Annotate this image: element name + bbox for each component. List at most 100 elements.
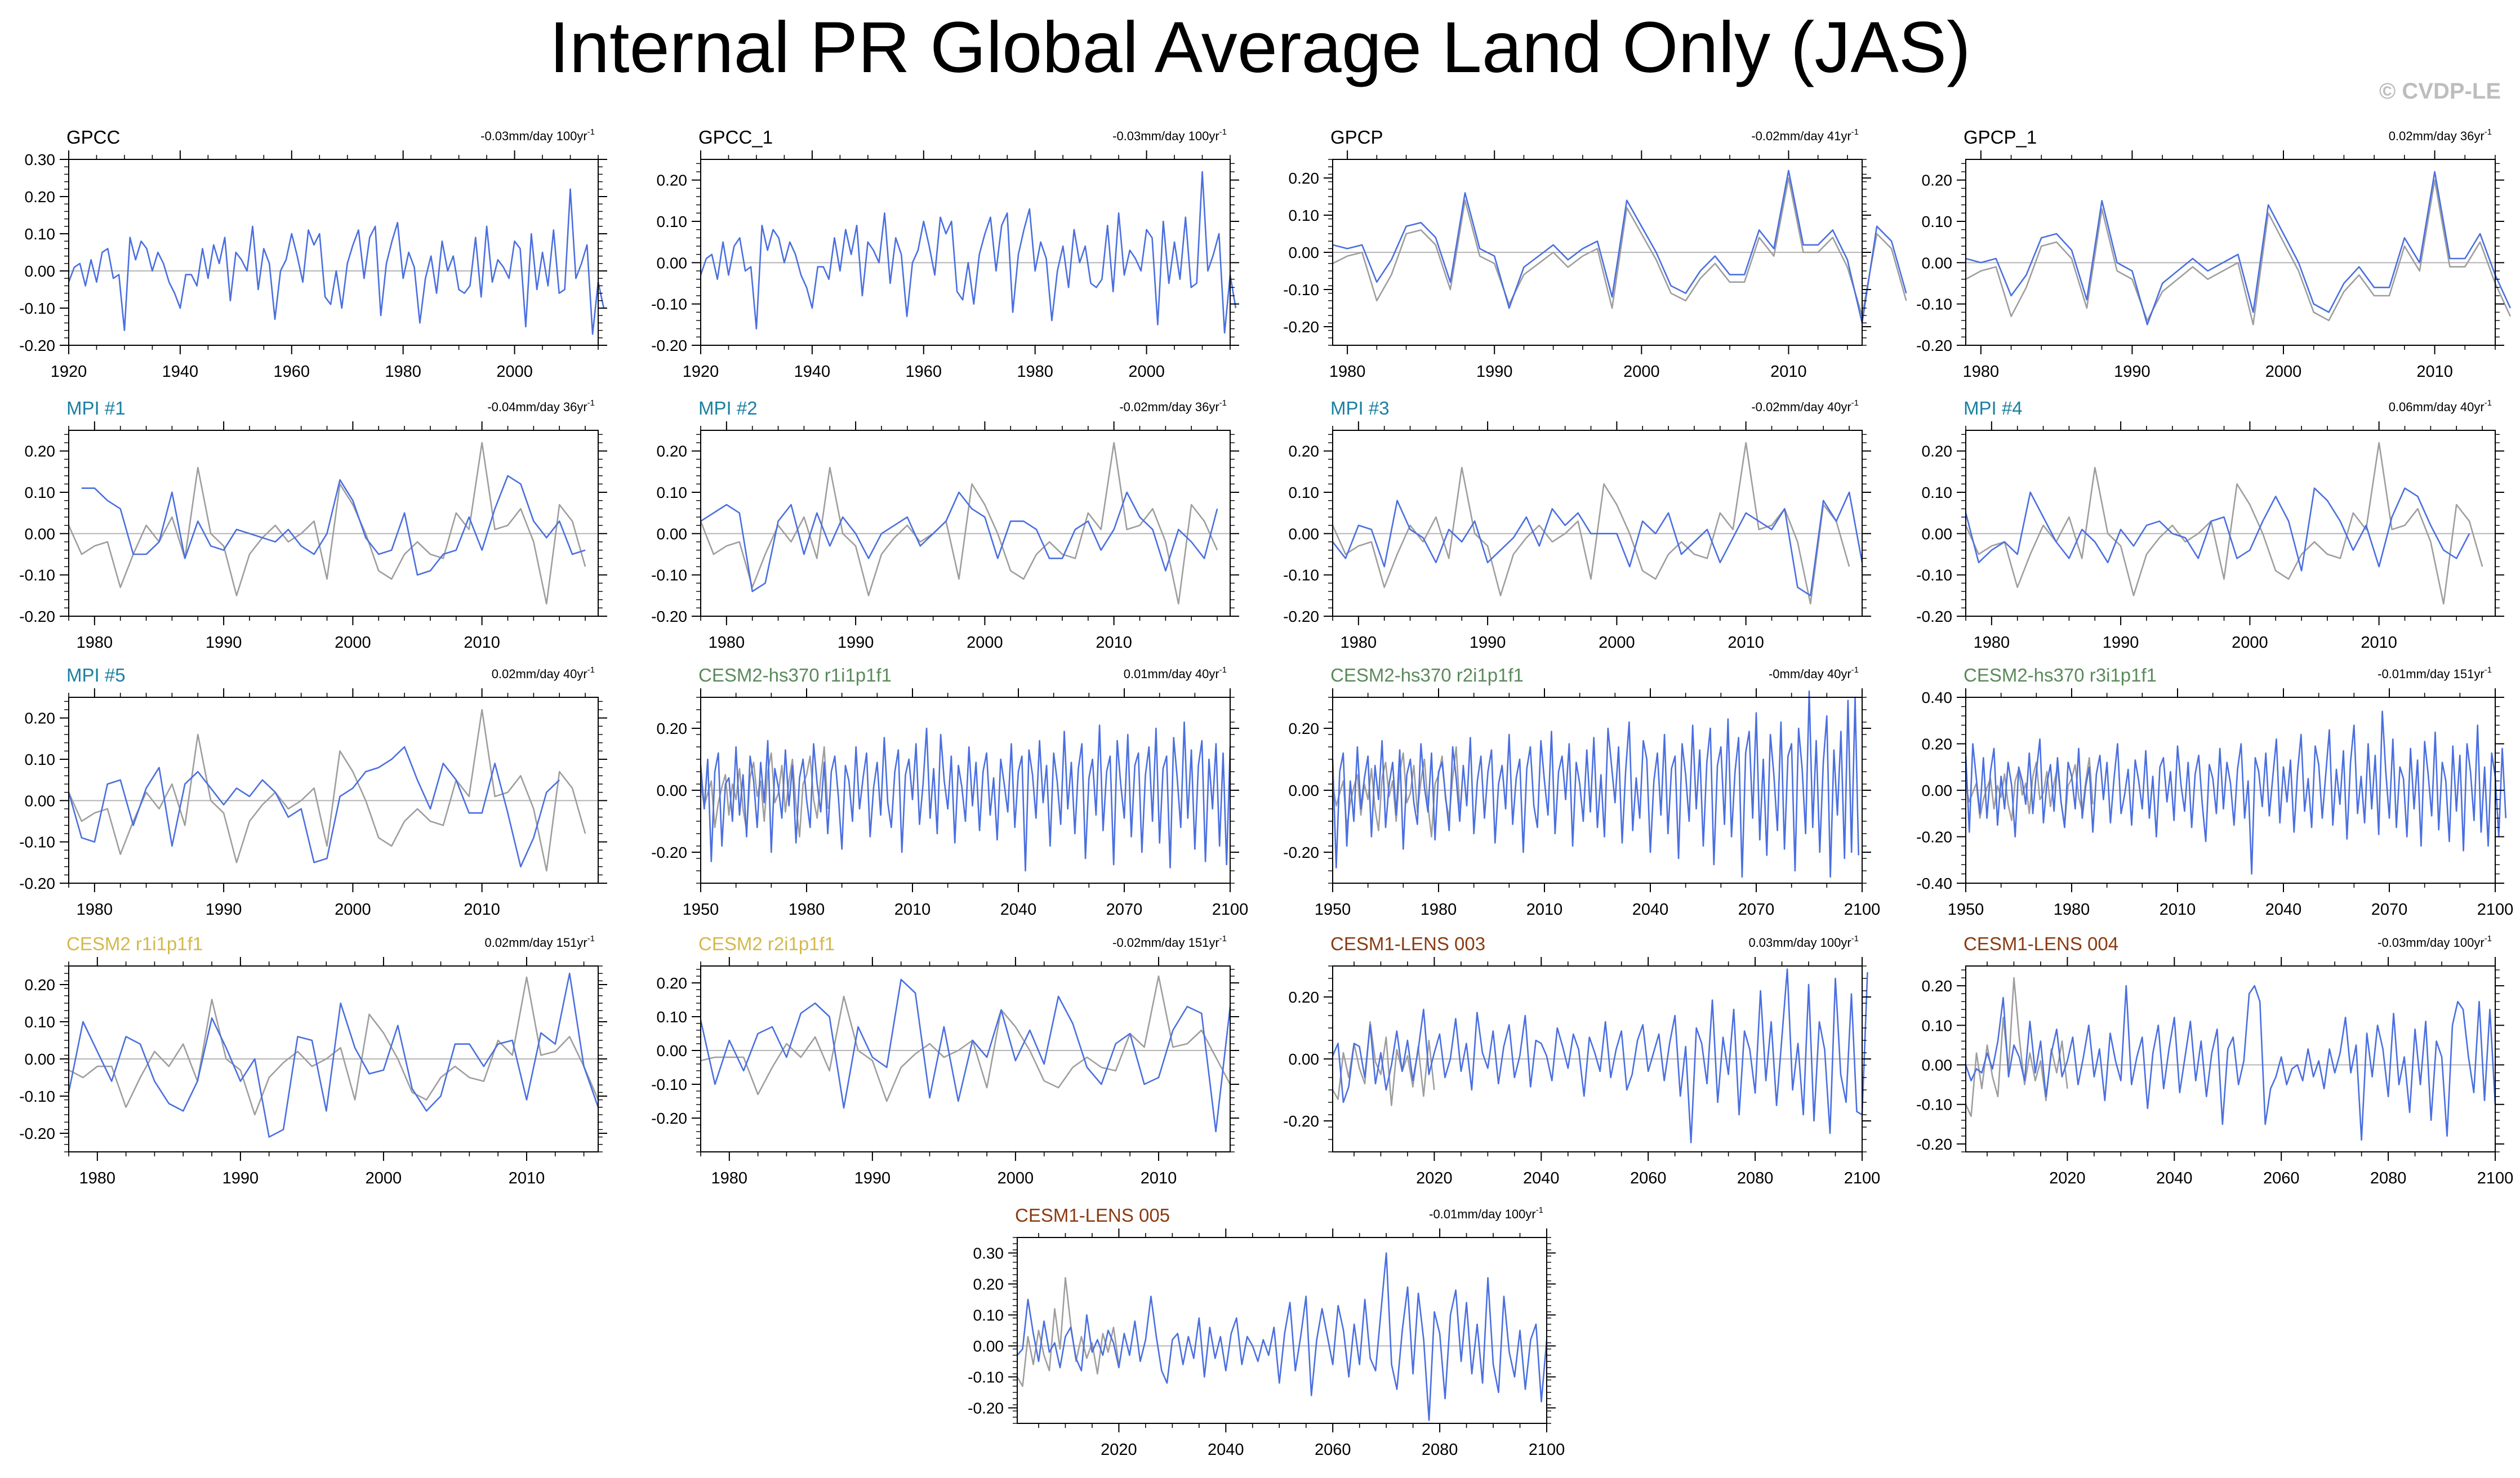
x-tick-label: 1920 xyxy=(51,363,87,381)
plot-frame xyxy=(1017,1237,1547,1424)
x-tick-label: 2020 xyxy=(1101,1441,1137,1459)
x-tick-label: 2020 xyxy=(1416,1169,1453,1187)
x-tick-label: 2070 xyxy=(1106,901,1143,919)
y-tick-label: -0.20 xyxy=(651,844,687,861)
ensemble-series-line xyxy=(700,171,1237,334)
y-tick-label: -0.10 xyxy=(1916,567,1952,584)
ensemble-series-line xyxy=(1017,1252,1548,1421)
y-tick-label: 0.00 xyxy=(25,525,56,542)
y-tick-label: 0.20 xyxy=(25,443,56,460)
y-tick-label: -0.10 xyxy=(19,1088,55,1105)
x-tick-label: 2000 xyxy=(496,363,533,381)
x-tick-label: 1990 xyxy=(1470,634,1506,652)
trend-label: -0.03mm/day 100yr-1 xyxy=(2377,934,2492,950)
trend-value: 0.03mm/day 100yr xyxy=(1748,936,1851,950)
x-tick-label: 1980 xyxy=(1421,901,1457,919)
observed-reference-line xyxy=(1965,179,2512,326)
trend-value: 0.02mm/day 151yr xyxy=(484,936,587,950)
plot-frame xyxy=(1332,430,1863,617)
y-tick-label: 0.30 xyxy=(25,151,56,168)
y-tick-label: 0.20 xyxy=(1289,989,1320,1006)
x-tick-label: 1990 xyxy=(2114,363,2151,381)
y-tick-label: 0.20 xyxy=(657,720,688,737)
y-tick-label: -0.20 xyxy=(1916,829,1952,846)
x-tick-label: 2000 xyxy=(366,1169,402,1187)
trend-exponent: -1 xyxy=(1851,127,1859,137)
trend-label: 0.03mm/day 100yr-1 xyxy=(1748,934,1859,950)
x-tick-label: 2010 xyxy=(1096,634,1132,652)
chart-panel: 2020 2040 2060 2080 2100 -0.20 -0.10 0.00 0.10 0.… xyxy=(968,1205,1565,1459)
x-tick-label: 2040 xyxy=(1000,901,1037,919)
panel-title: CESM2-hs370 r2i1p1f1 xyxy=(1330,665,1524,685)
x-tick-label: 2040 xyxy=(2265,901,2302,919)
y-tick-label: -0.20 xyxy=(19,337,55,354)
y-tick-label: -0.10 xyxy=(968,1369,1004,1386)
x-tick-label: 1950 xyxy=(1948,901,1984,919)
y-tick-label: 0.00 xyxy=(657,782,688,799)
y-tick-label: -0.20 xyxy=(19,875,55,892)
trend-exponent: -1 xyxy=(2485,398,2492,408)
y-tick-label: 0.00 xyxy=(1922,1057,1953,1074)
x-tick-label: 2070 xyxy=(2371,901,2408,919)
trend-value: 0.02mm/day 40yr xyxy=(492,667,587,681)
plot-frame xyxy=(68,159,599,346)
y-tick-label: -0.20 xyxy=(1283,844,1319,861)
x-tick-label: 1980 xyxy=(1963,363,2000,381)
x-tick-label: 2010 xyxy=(464,901,500,919)
x-tick-label: 2010 xyxy=(1728,634,1764,652)
x-tick-label: 2100 xyxy=(1844,901,1881,919)
chart-panel: 2020 2040 2060 2080 2100 -0.20 -0.10 0.00 0.10 0.… xyxy=(1916,933,2513,1187)
panel-title: MPI #3 xyxy=(1330,398,1390,419)
x-tick-label: 1980 xyxy=(385,363,421,381)
y-tick-label: 0.00 xyxy=(1922,525,1953,542)
x-tick-label: 2010 xyxy=(2416,363,2453,381)
plot-frame xyxy=(700,430,1231,617)
trend-label: -0mm/day 40yr-1 xyxy=(1769,665,1859,681)
y-tick-label: 0.00 xyxy=(657,254,688,271)
x-tick-label: 1990 xyxy=(206,634,242,652)
trend-exponent: -1 xyxy=(1219,665,1227,675)
chart-panel: 1950 1980 2010 2040 2070 2100 -0.40 -0.20 0.00 0.… xyxy=(1916,665,2513,919)
trend-value: -0.01mm/day 151yr xyxy=(2377,667,2485,681)
trend-exponent: -1 xyxy=(2485,934,2492,943)
y-tick-label: 0.20 xyxy=(25,188,56,206)
trend-exponent: -1 xyxy=(587,398,595,408)
y-tick-label: -0.20 xyxy=(1283,608,1319,625)
ensemble-series-line xyxy=(68,746,560,867)
trend-label: -0.04mm/day 36yr-1 xyxy=(487,398,595,414)
y-tick-label: -0.20 xyxy=(19,1125,55,1142)
y-tick-label: 0.20 xyxy=(1289,720,1320,737)
y-tick-label: -0.10 xyxy=(19,834,55,851)
plot-frame xyxy=(1965,430,2496,617)
x-tick-label: 2060 xyxy=(2263,1169,2300,1187)
y-tick-label: -0.10 xyxy=(19,567,55,584)
trend-value: -0.03mm/day 100yr xyxy=(2377,936,2485,950)
trend-value: 0.06mm/day 40yr xyxy=(2389,400,2485,414)
y-tick-label: 0.10 xyxy=(657,1008,688,1026)
y-tick-label: 0.00 xyxy=(25,262,56,280)
trend-label: 0.01mm/day 40yr-1 xyxy=(1124,665,1227,681)
y-tick-label: 0.10 xyxy=(25,484,56,501)
y-tick-label: 0.20 xyxy=(1922,736,1953,753)
x-tick-label: 2010 xyxy=(894,901,931,919)
x-tick-label: 1990 xyxy=(854,1169,891,1187)
page-title: Internal PR Global Average Land Only (JA… xyxy=(549,7,1971,88)
x-tick-label: 2000 xyxy=(1623,363,1660,381)
x-tick-label: 1990 xyxy=(2103,634,2139,652)
x-tick-label: 1980 xyxy=(1017,363,1053,381)
ensemble-series-line xyxy=(1332,690,1859,878)
y-tick-label: 0.00 xyxy=(1922,254,1953,271)
x-tick-label: 1980 xyxy=(711,1169,748,1187)
x-tick-label: 2060 xyxy=(1630,1169,1667,1187)
x-tick-label: 1980 xyxy=(77,634,113,652)
observed-reference-line xyxy=(700,975,1231,1102)
x-tick-label: 2010 xyxy=(1770,363,1807,381)
trend-exponent: -1 xyxy=(1851,934,1859,943)
panel-title: CESM2-hs370 r1i1p1f1 xyxy=(698,665,892,685)
chart-panel: 1950 1980 2010 2040 2070 2100 -0.20 0.00 0.20 CES… xyxy=(1283,665,1880,919)
trend-value: -0.03mm/day 100yr xyxy=(1112,129,1219,143)
y-tick-label: 0.00 xyxy=(1289,525,1320,542)
chart-panel: 1980 1990 2000 2010 -0.20 -0.10 0.00 0.10 0.20 CE… xyxy=(651,933,1239,1187)
x-tick-label: 2100 xyxy=(1529,1441,1565,1459)
